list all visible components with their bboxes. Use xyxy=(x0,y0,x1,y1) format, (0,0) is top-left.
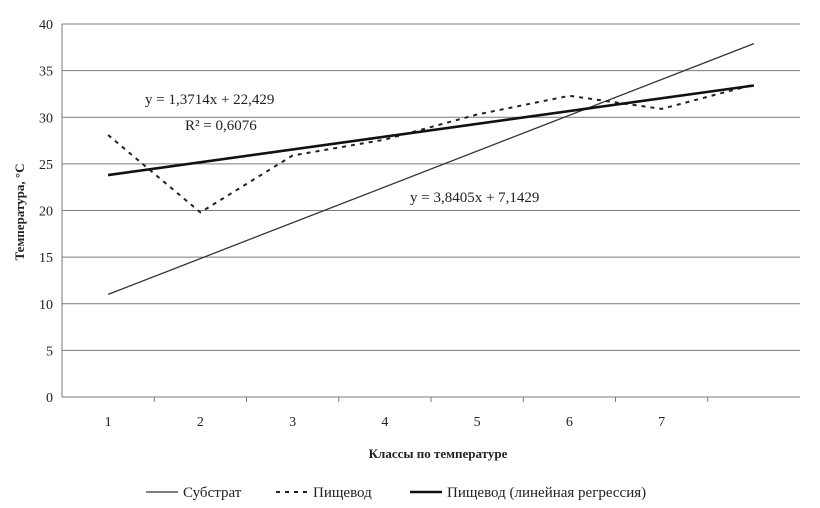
legend: Субстрат Пищевод Пищевод (линейная регре… xyxy=(146,485,646,501)
y-tick-label: 20 xyxy=(39,205,53,220)
x-axis-title: Классы по температуре xyxy=(369,446,508,461)
series-food-regression xyxy=(107,84,755,177)
y-tick-label: 10 xyxy=(39,298,53,313)
y-tick-label: 35 xyxy=(39,65,53,80)
x-tick-label: 1 xyxy=(105,415,112,430)
y-tick-label: 15 xyxy=(39,251,53,266)
x-tick-labels: 1 2 3 4 5 6 7 xyxy=(105,397,709,430)
gridlines xyxy=(62,23,800,351)
series-lines xyxy=(107,42,755,296)
r-squared-food: R² = 0,6076 xyxy=(185,118,257,134)
x-tick-label: 2 xyxy=(197,415,204,430)
series-food xyxy=(107,83,755,214)
legend-label-food-regression: Пищевод (линейная регрессия) xyxy=(447,485,646,501)
y-axis-title: Температура, °С xyxy=(12,164,27,261)
x-tick-label: 7 xyxy=(658,415,665,430)
x-tick-label: 3 xyxy=(289,415,296,430)
y-tick-label: 0 xyxy=(46,391,53,406)
y-tick-label: 5 xyxy=(46,344,53,359)
equation-food: y = 1,3714x + 22,429 xyxy=(145,92,274,108)
x-tick-label: 6 xyxy=(566,415,573,430)
x-tick-label: 4 xyxy=(381,415,388,430)
y-tick-label: 30 xyxy=(39,111,53,126)
series-substrate xyxy=(107,42,755,296)
y-tick-label: 25 xyxy=(39,158,53,173)
legend-label-food: Пищевод xyxy=(313,485,372,501)
y-tick-label: 40 xyxy=(39,18,53,33)
legend-label-substrate: Субстрат xyxy=(183,485,242,501)
equation-substrate: y = 3,8405x + 7,1429 xyxy=(410,190,539,206)
x-tick-label: 5 xyxy=(474,415,481,430)
y-tick-labels: 0 5 10 15 20 25 30 35 40 xyxy=(39,18,53,406)
